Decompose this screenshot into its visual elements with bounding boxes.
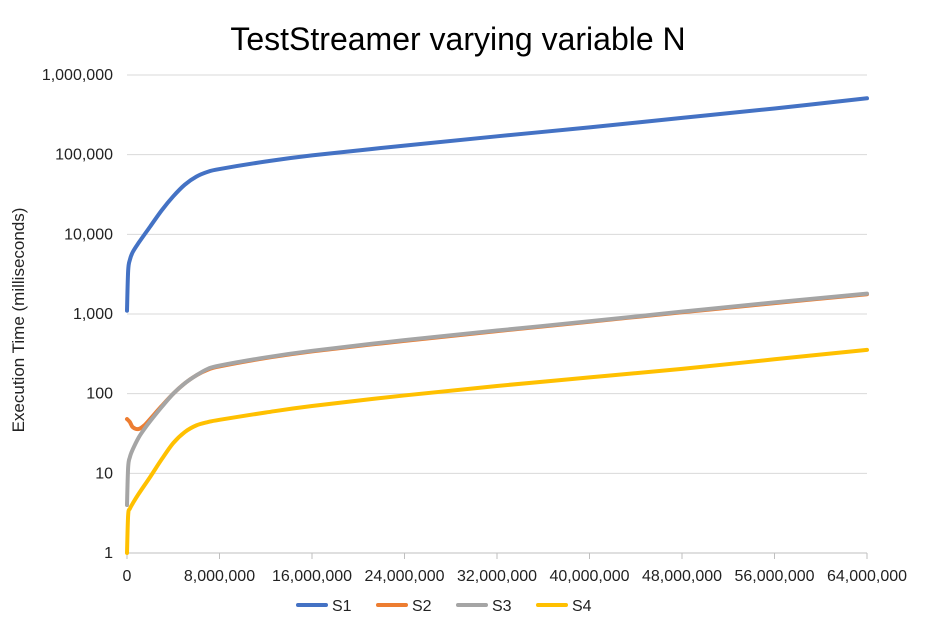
legend-item-s3: S3: [456, 598, 512, 615]
y-tick-label: 1,000: [73, 306, 113, 323]
grid-layer: [127, 74, 867, 474]
legend-label: S1: [332, 598, 352, 615]
x-tick-label: 0: [123, 568, 132, 585]
legend-item-s2: S2: [376, 598, 432, 615]
x-tick-label: 32,000,000: [457, 568, 537, 585]
legend-label: S3: [492, 598, 512, 615]
y-tick-label: 10,000: [64, 226, 113, 243]
series-layer: [125, 96, 869, 555]
x-tick-label: 64,000,000: [827, 568, 907, 585]
axis-layer: 1 10 100 1,000 10,000 100,000 1,000,000 0 8,000,…: [42, 67, 907, 585]
legend-label: S4: [572, 598, 592, 615]
legend-label: S2: [412, 598, 432, 615]
legend: S1 S2 S3 S4: [296, 598, 592, 615]
legend-item-s4: S4: [536, 598, 592, 615]
legend-item-s1: S1: [296, 598, 352, 615]
x-tick-label: 24,000,000: [364, 568, 444, 585]
y-tick-label: 100: [86, 386, 113, 403]
series-line-s4: [125, 347, 869, 555]
y-tick-label: 1: [104, 545, 113, 562]
series-line-s1: [125, 96, 869, 313]
chart-title: TestStreamer varying variable N: [230, 21, 685, 57]
x-tick-label: 40,000,000: [549, 568, 629, 585]
y-axis-label: Execution Time (milliseconds): [9, 208, 28, 433]
x-tick-label: 16,000,000: [272, 568, 352, 585]
x-tick-label: 48,000,000: [642, 568, 722, 585]
y-tick-label: 100,000: [55, 147, 113, 164]
x-tick-label: 8,000,000: [184, 568, 255, 585]
y-tick-label: 1,000,000: [42, 67, 113, 84]
x-tick-label: 56,000,000: [734, 568, 814, 585]
series-line-s3: [125, 291, 869, 508]
y-tick-label: 10: [95, 465, 113, 482]
